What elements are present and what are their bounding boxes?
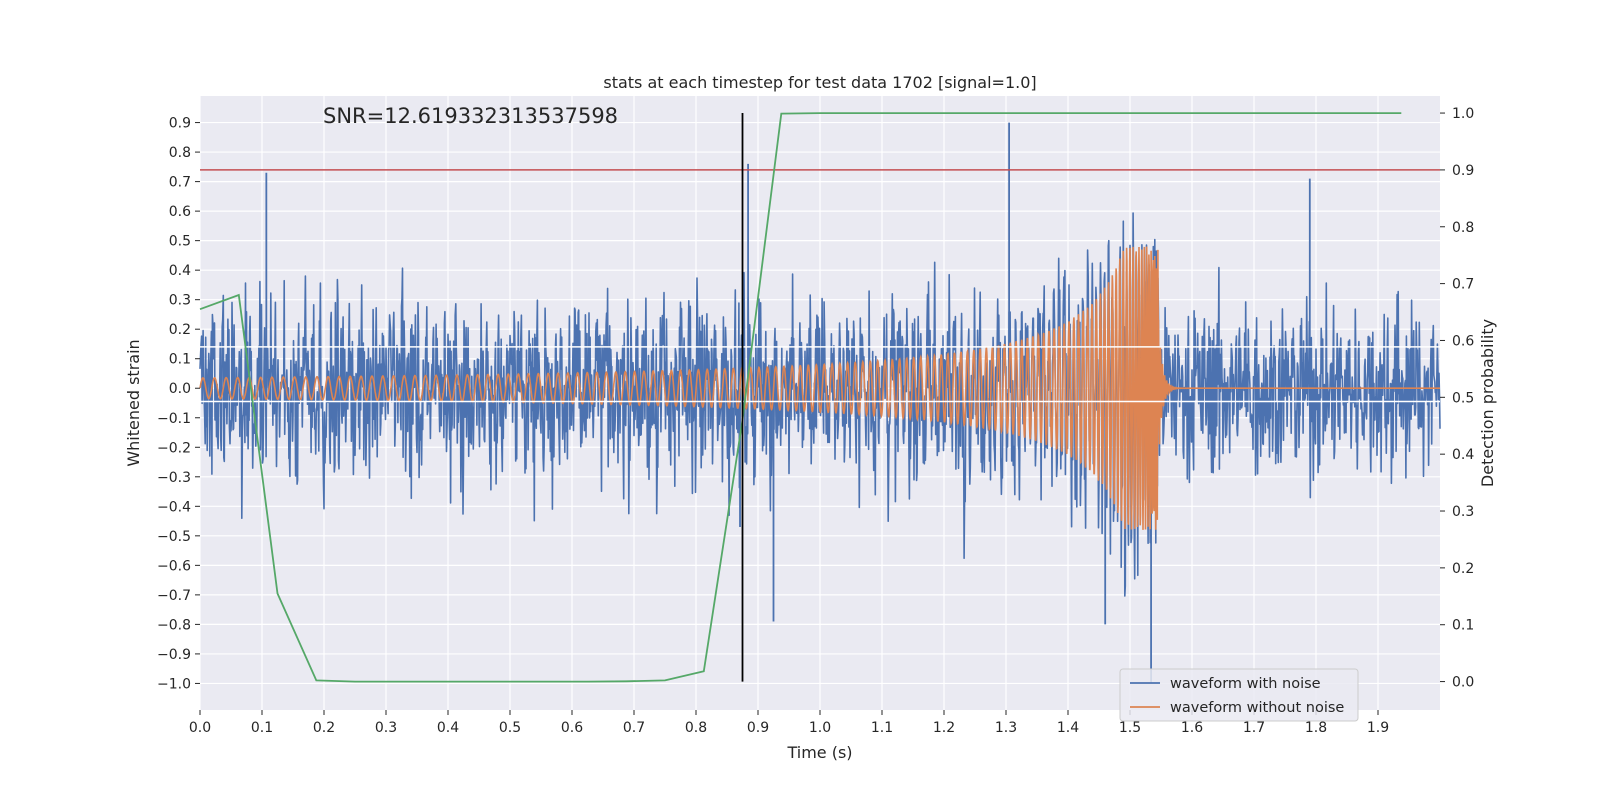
x-tick-label: 1.8 <box>1305 720 1327 736</box>
y2-tick-label: 0.7 <box>1452 277 1474 293</box>
y-tick-label: 0.0 <box>169 381 191 397</box>
ticks: 0.0 0.1 0.2 0.3 0.4 0.5 0.6 0.7 0.8 0.9 1.0 1.1 1.2 1… <box>157 106 1474 736</box>
y-tick-label: 0.1 <box>169 352 191 368</box>
y-tick-label: −0.5 <box>157 529 191 545</box>
x-tick-label: 1.2 <box>933 720 955 736</box>
y-tick-label: −0.3 <box>157 470 191 486</box>
x-tick-label: 0.9 <box>747 720 769 736</box>
y-tick-label: −0.4 <box>157 499 191 515</box>
legend: waveform with noise waveform without noi… <box>1119 668 1359 722</box>
x-tick-label: 0.8 <box>685 720 707 736</box>
x-tick-label: 1.6 <box>1181 720 1203 736</box>
x-tick-label: 1.3 <box>995 720 1017 736</box>
y2-tick-label: 0.4 <box>1452 447 1474 463</box>
y-tick-label: −1.0 <box>157 676 191 692</box>
snr-annotation: SNR=12.619332313537598 <box>323 104 618 128</box>
x-tick-label: 0.7 <box>623 720 645 736</box>
x-tick-label: 1.1 <box>871 720 893 736</box>
y2-tick-label: 0.6 <box>1452 333 1474 349</box>
x-tick-label: 1.0 <box>809 720 831 736</box>
y-tick-label: 0.7 <box>169 175 191 191</box>
y-tick-label: 0.9 <box>169 116 191 132</box>
y2-tick-label: 0.0 <box>1452 675 1474 691</box>
y2-tick-label: 1.0 <box>1452 106 1474 122</box>
y-tick-label: 0.3 <box>169 293 191 309</box>
y2-tick-label: 0.1 <box>1452 618 1474 634</box>
y2-tick-label: 0.8 <box>1452 220 1474 236</box>
y2-tick-label: 0.3 <box>1452 504 1474 520</box>
legend-label-clean: waveform without noise <box>1170 700 1344 716</box>
x-tick-label: 0.6 <box>561 720 583 736</box>
legend-label-noisy: waveform with noise <box>1170 676 1321 692</box>
x-tick-label: 1.9 <box>1367 720 1389 736</box>
x-tick-label: 1.4 <box>1057 720 1079 736</box>
y-tick-label: 0.8 <box>169 145 191 161</box>
y-tick-label: −0.6 <box>157 558 191 574</box>
chart-title: stats at each timestep for test data 170… <box>603 73 1036 92</box>
x-tick-label: 1.5 <box>1119 720 1141 736</box>
y2-tick-label: 0.5 <box>1452 390 1474 406</box>
y-tick-label: −0.9 <box>157 647 191 663</box>
x-tick-label: 1.7 <box>1243 720 1265 736</box>
x-tick-label: 0.0 <box>189 720 211 736</box>
y-tick-label: −0.7 <box>157 588 191 604</box>
x-tick-label: 0.4 <box>437 720 459 736</box>
detection-probability-line <box>199 112 1402 683</box>
legend-box <box>1119 668 1359 722</box>
y-axis-label: Whitened strain <box>124 339 143 466</box>
noisy-waveform-line <box>199 212 1441 597</box>
x-tick-label: 0.3 <box>375 720 397 736</box>
clean-waveform-line <box>199 246 1440 530</box>
y-tick-label: −0.1 <box>157 411 191 427</box>
y2-axis-label: Detection probability <box>1478 319 1497 487</box>
marks <box>199 112 1441 684</box>
x-tick-label: 0.5 <box>499 720 521 736</box>
x-axis-label: Time (s) <box>786 743 852 762</box>
y-tick-label: −0.8 <box>157 617 191 633</box>
y2-tick-label: 0.2 <box>1452 561 1474 577</box>
y-tick-label: 0.2 <box>169 322 191 338</box>
y-tick-label: 0.4 <box>169 263 191 279</box>
y-tick-label: −0.2 <box>157 440 191 456</box>
y-tick-label: 0.6 <box>169 204 191 220</box>
y2-tick-label: 0.9 <box>1452 163 1474 179</box>
x-tick-label: 0.2 <box>313 720 335 736</box>
y-tick-label: 0.5 <box>169 234 191 250</box>
x-tick-label: 0.1 <box>251 720 273 736</box>
